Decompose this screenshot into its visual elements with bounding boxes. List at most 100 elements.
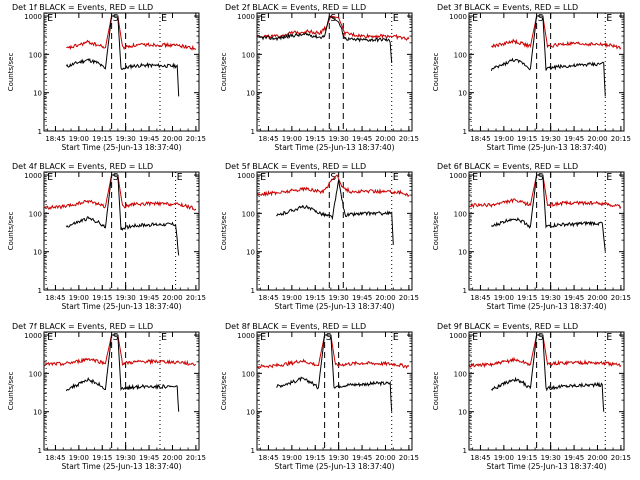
chart-title: Det 1f BLACK = Events, RED = LLD: [12, 3, 153, 12]
x-tick-label: 19:00: [69, 294, 89, 302]
marker-label: E: [393, 13, 399, 24]
x-tick-label: 19:45: [352, 294, 372, 302]
chart-panel: Det 1f BLACK = Events, RED = LLD 1 10 100 10…: [7, 3, 206, 152]
chart-title: Det 8f BLACK = Events, RED = LLD: [225, 322, 366, 331]
y-axis-label: Counts/sec: [432, 372, 440, 411]
y-tick-label: 100: [242, 370, 255, 378]
x-tick-label: 19:30: [329, 454, 349, 462]
x-axis-label: Start Time (25-Jun-13 18:37:40): [487, 462, 607, 471]
plot-frame: [256, 12, 413, 132]
lld-series-line: [257, 15, 410, 42]
marker-label: S: [538, 332, 544, 343]
panel-grid: Det 1f BLACK = Events, RED = LLD 1 10 100 10…: [7, 3, 631, 471]
lld-series-line: [469, 334, 622, 369]
x-tick-label: 19:15: [517, 454, 537, 462]
events-series-line: [490, 15, 606, 97]
marker-label: E: [393, 172, 399, 183]
x-tick-label: 18:45: [258, 454, 278, 462]
y-tick-label: 100: [29, 51, 42, 59]
y-tick-label: 1000: [24, 13, 42, 21]
y-tick-label: 10: [246, 409, 255, 417]
x-tick-label: 20:15: [399, 454, 419, 462]
x-tick-label: 18:45: [258, 135, 278, 143]
x-tick-label: 20:15: [611, 135, 631, 143]
x-axis-label: Start Time (25-Jun-13 18:37:40): [62, 462, 182, 471]
y-tick-label: 10: [458, 249, 467, 257]
x-tick-label: 19:30: [329, 135, 349, 143]
y-tick-label: 100: [454, 210, 467, 218]
y-tick-label: 100: [242, 51, 255, 59]
marker-label: E: [47, 13, 53, 24]
lld-series-line: [491, 15, 622, 50]
x-tick-label: 19:15: [517, 294, 537, 302]
x-tick-label: 20:15: [611, 294, 631, 302]
x-tick-label: 19:45: [139, 135, 159, 143]
marker-label: E: [606, 13, 612, 24]
x-tick-label: 20:15: [399, 135, 419, 143]
chart-panel: Det 7f BLACK = Events, RED = LLD 1 10 100 10…: [7, 322, 206, 471]
lld-series-line: [257, 334, 410, 370]
marker-label: E: [472, 13, 478, 24]
plot-frame: [43, 12, 200, 132]
x-tick-label: 18:45: [470, 135, 490, 143]
marker-label: E: [161, 332, 167, 343]
x-tick-label: 19:15: [92, 454, 112, 462]
y-axis-label: Counts/sec: [220, 53, 228, 92]
lld-series-line: [257, 174, 410, 198]
x-tick-label: 19:00: [282, 294, 302, 302]
x-tick-label: 20:00: [162, 454, 182, 462]
x-tick-label: 19:45: [564, 135, 584, 143]
y-axis-label: Counts/sec: [7, 372, 15, 411]
plot-frame: [468, 12, 625, 132]
x-axis-label: Start Time (25-Jun-13 18:37:40): [487, 143, 607, 152]
chart-panel: Det 3f BLACK = Events, RED = LLD 1 10 100 10…: [432, 3, 631, 152]
chart-title: Det 9f BLACK = Events, RED = LLD: [437, 322, 578, 331]
x-tick-label: 19:15: [92, 294, 112, 302]
events-series-line: [257, 15, 393, 63]
y-tick-label: 1: [38, 447, 42, 455]
x-tick-label: 19:30: [116, 135, 136, 143]
x-tick-label: 18:45: [470, 454, 490, 462]
x-tick-label: 20:00: [375, 454, 395, 462]
x-tick-label: 19:15: [305, 135, 325, 143]
chart-title: Det 6f BLACK = Events, RED = LLD: [437, 162, 578, 171]
x-tick-label: 18:45: [45, 135, 65, 143]
chart-title: Det 3f BLACK = Events, RED = LLD: [437, 3, 578, 12]
x-tick-label: 20:00: [375, 294, 395, 302]
x-tick-label: 20:00: [587, 135, 607, 143]
y-tick-label: 100: [454, 51, 467, 59]
events-series-line: [491, 174, 606, 252]
events-series-line: [276, 179, 394, 245]
chart-panel: Det 9f BLACK = Events, RED = LLD 1 10 100 10…: [432, 322, 631, 471]
x-axis-label: Start Time (25-Jun-13 18:37:40): [275, 302, 395, 311]
x-tick-label: 18:45: [45, 294, 65, 302]
x-axis-label: Start Time (25-Jun-13 18:37:40): [487, 302, 607, 311]
x-tick-label: 18:45: [258, 294, 278, 302]
marker-label: E: [47, 172, 53, 183]
marker-label: E: [606, 172, 612, 183]
x-tick-label: 19:45: [139, 454, 159, 462]
marker-label: E: [606, 332, 612, 343]
y-tick-label: 100: [454, 370, 467, 378]
marker-label: E: [161, 13, 167, 24]
x-tick-label: 19:45: [352, 135, 372, 143]
lld-series-line: [44, 334, 197, 367]
x-tick-label: 19:30: [541, 454, 561, 462]
x-tick-label: 19:30: [541, 294, 561, 302]
plot-frame: [43, 331, 200, 451]
y-tick-label: 1000: [24, 332, 42, 340]
marker-label: S: [113, 13, 119, 24]
y-tick-label: 10: [458, 90, 467, 98]
chart-panel: Det 4f BLACK = Events, RED = LLD 1 10 100 10…: [7, 162, 206, 311]
x-tick-label: 20:00: [375, 135, 395, 143]
y-tick-label: 1000: [237, 172, 255, 180]
y-axis-label: Counts/sec: [220, 372, 228, 411]
plot-frame: [43, 171, 200, 291]
x-tick-label: 20:00: [162, 135, 182, 143]
chart-panel: Det 5f BLACK = Events, RED = LLD 1 10 100 10…: [220, 162, 419, 311]
x-axis-label: Start Time (25-Jun-13 18:37:40): [275, 462, 395, 471]
x-axis-label: Start Time (25-Jun-13 18:37:40): [62, 302, 182, 311]
lld-series-line: [66, 15, 197, 51]
x-tick-label: 19:00: [69, 454, 89, 462]
